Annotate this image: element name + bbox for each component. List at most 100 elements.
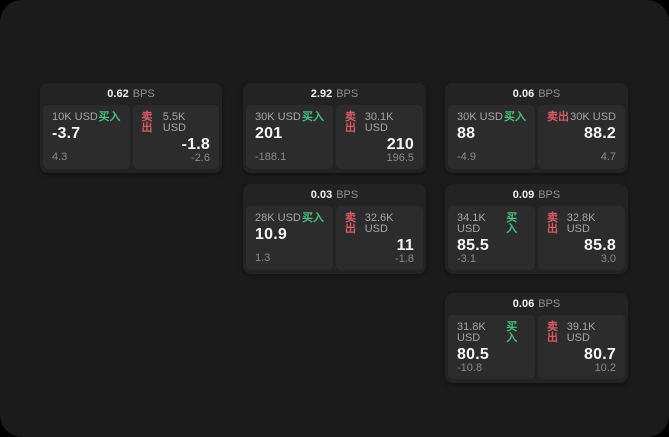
buy-panel-top: 10K USD 买入 xyxy=(52,112,121,123)
bps-unit-label: BPS xyxy=(538,87,561,100)
bps-unit-label: BPS xyxy=(132,87,155,100)
quote-panels: 31.8K USD 买入 80.5 -10.8 卖出 39.1K USD 80.… xyxy=(445,315,628,379)
buy-panel-top: 30K USD 买入 xyxy=(457,112,526,123)
buy-label: 买入 xyxy=(302,212,324,224)
buy-size: 34.1K USD xyxy=(457,212,486,235)
bps-value: 0.09 xyxy=(512,188,535,201)
quote-panels: 30K USD 买入 201 -188.1 卖出 30.1K USD 210 1… xyxy=(243,105,426,169)
bps-value: 2.92 xyxy=(310,87,333,100)
sell-label: 卖出 xyxy=(547,111,569,123)
sell-price: -1.8 xyxy=(181,136,210,153)
buy-panel[interactable]: 28K USD 买入 10.9 1.3 xyxy=(246,206,333,270)
buy-price: -3.7 xyxy=(52,125,81,142)
bps-unit-label: BPS xyxy=(336,188,359,201)
buy-panel[interactable]: 31.8K USD 买入 80.5 -10.8 xyxy=(448,315,535,379)
bps-header: 2.92 BPS xyxy=(243,83,426,105)
sell-label: 卖出 xyxy=(547,321,558,344)
sell-label: 卖出 xyxy=(141,111,153,134)
sell-panel[interactable]: 卖出 30K USD 88.2 4.7 xyxy=(538,105,625,169)
sell-size: 32.8K USD xyxy=(566,212,596,235)
sell-price: 210 xyxy=(386,136,414,153)
sell-panel-top: 卖出 5.5K USD xyxy=(142,112,211,134)
quote-panels: 28K USD 买入 10.9 1.3 卖出 32.6K USD 11 -1.8 xyxy=(243,206,426,270)
sell-price: 11 xyxy=(396,237,414,254)
buy-price: 85.5 xyxy=(457,237,489,254)
sell-delta: 4.7 xyxy=(600,151,616,163)
quote-card: 0.06 BPS 31.8K USD 买入 80.5 -10.8 卖出 39.1… xyxy=(445,293,628,383)
quote-panels: 34.1K USD 买入 85.5 -3.1 卖出 32.8K USD 85.8… xyxy=(445,206,628,270)
buy-size: 10K USD xyxy=(52,111,98,123)
buy-price: 10.9 xyxy=(255,226,287,243)
quote-card: 0.62 BPS 10K USD 买入 -3.7 4.3 卖出 5.5K USD… xyxy=(40,83,222,173)
sell-delta: -1.8 xyxy=(395,253,414,265)
sell-panel[interactable]: 卖出 30.1K USD 210 196.5 xyxy=(336,105,423,169)
sell-label: 卖出 xyxy=(345,212,356,235)
quote-card: 0.09 BPS 34.1K USD 买入 85.5 -3.1 卖出 32.8K… xyxy=(445,184,628,274)
sell-delta: 10.2 xyxy=(594,362,616,374)
bps-value: 0.06 xyxy=(512,297,535,310)
quote-card: 0.06 BPS 30K USD 买入 88 -4.9 卖出 30K USD 8… xyxy=(445,83,628,173)
buy-panel-top: 28K USD 买入 xyxy=(255,213,324,224)
sell-panel[interactable]: 卖出 32.6K USD 11 -1.8 xyxy=(336,206,423,270)
buy-panel[interactable]: 30K USD 买入 201 -188.1 xyxy=(246,105,333,169)
sell-label: 卖出 xyxy=(345,111,356,134)
sell-size: 39.1K USD xyxy=(566,321,596,344)
sell-panel-top: 卖出 39.1K USD xyxy=(547,322,616,344)
sell-label: 卖出 xyxy=(547,212,558,235)
bps-header: 0.06 BPS xyxy=(445,293,628,315)
bps-unit-label: BPS xyxy=(538,188,561,201)
quote-card: 0.03 BPS 28K USD 买入 10.9 1.3 卖出 32.6K US… xyxy=(243,184,426,274)
bps-unit-label: BPS xyxy=(336,87,359,100)
buy-panel[interactable]: 10K USD 买入 -3.7 4.3 xyxy=(43,105,130,169)
bps-header: 0.03 BPS xyxy=(243,184,426,206)
sell-price: 85.8 xyxy=(584,237,616,254)
sell-panel-top: 卖出 30K USD xyxy=(547,112,616,123)
buy-delta: -188.1 xyxy=(255,151,287,163)
sell-delta: 196.5 xyxy=(386,152,414,164)
buy-panel[interactable]: 30K USD 买入 88 -4.9 xyxy=(448,105,535,169)
buy-panel-top: 31.8K USD 买入 xyxy=(457,322,526,344)
buy-panel-top: 34.1K USD 买入 xyxy=(457,213,526,235)
bps-value: 0.62 xyxy=(107,87,129,100)
quote-card: 2.92 BPS 30K USD 买入 201 -188.1 卖出 30.1K … xyxy=(243,83,426,173)
quote-panels: 10K USD 买入 -3.7 4.3 卖出 5.5K USD -1.8 -2.… xyxy=(40,105,222,169)
sell-panel-top: 卖出 32.8K USD xyxy=(547,213,616,235)
buy-delta: -3.1 xyxy=(457,253,476,265)
buy-label: 买入 xyxy=(98,111,121,123)
bps-header: 0.62 BPS xyxy=(40,83,222,105)
quote-panels: 30K USD 买入 88 -4.9 卖出 30K USD 88.2 4.7 xyxy=(445,105,628,169)
buy-size: 31.8K USD xyxy=(457,321,486,344)
buy-label: 买入 xyxy=(506,321,518,344)
sell-size: 30.1K USD xyxy=(364,111,394,134)
buy-delta: 1.3 xyxy=(255,252,271,264)
sell-price: 80.7 xyxy=(584,346,616,363)
buy-size: 28K USD xyxy=(255,212,301,224)
sell-delta: -2.6 xyxy=(191,152,210,164)
buy-price: 201 xyxy=(255,125,283,142)
bps-value: 0.06 xyxy=(512,87,535,100)
sell-size: 5.5K USD xyxy=(162,111,186,134)
sell-panel[interactable]: 卖出 32.8K USD 85.8 3.0 xyxy=(538,206,625,270)
sell-panel[interactable]: 卖出 5.5K USD -1.8 -2.6 xyxy=(132,105,219,169)
buy-size: 30K USD xyxy=(255,111,301,123)
buy-label: 买入 xyxy=(302,111,324,123)
buy-price: 80.5 xyxy=(457,346,489,363)
sell-size: 30K USD xyxy=(570,111,616,123)
sell-panel[interactable]: 卖出 39.1K USD 80.7 10.2 xyxy=(538,315,625,379)
bps-value: 0.03 xyxy=(310,188,333,201)
sell-price: 88.2 xyxy=(584,125,616,142)
sell-panel-top: 卖出 30.1K USD xyxy=(345,112,414,134)
buy-panel-top: 30K USD 买入 xyxy=(255,112,324,123)
buy-panel[interactable]: 34.1K USD 买入 85.5 -3.1 xyxy=(448,206,535,270)
buy-size: 30K USD xyxy=(457,111,503,123)
bps-unit-label: BPS xyxy=(538,297,561,310)
buy-delta: -10.8 xyxy=(457,362,483,374)
sell-panel-top: 卖出 32.6K USD xyxy=(345,213,414,235)
buy-label: 买入 xyxy=(506,212,518,235)
sell-delta: 3.0 xyxy=(600,253,616,265)
bps-header: 0.06 BPS xyxy=(445,83,628,105)
buy-label: 买入 xyxy=(504,111,526,123)
bps-header: 0.09 BPS xyxy=(445,184,628,206)
buy-price: 88 xyxy=(457,125,476,142)
